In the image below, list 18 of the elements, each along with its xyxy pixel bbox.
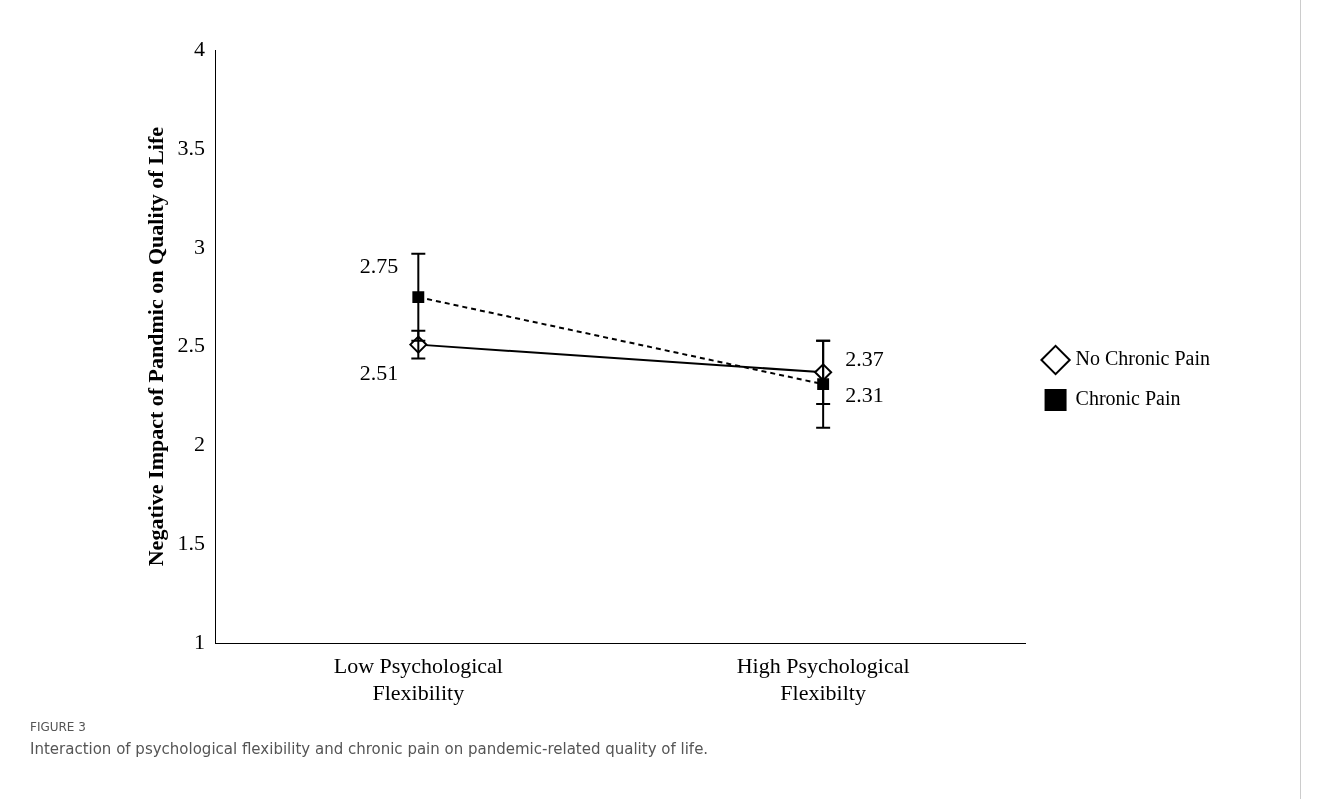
y-tick-label: 1.5 <box>177 530 205 556</box>
y-tick-label: 2.5 <box>177 332 205 358</box>
y-tick-label: 2 <box>193 431 205 457</box>
y-axis-title: Negative Impact of Pandmic on Quality of Life <box>142 126 168 567</box>
legend-label: No Chronic Pain <box>1075 347 1210 370</box>
y-tick-label: 4 <box>193 35 205 61</box>
data-label: 2.75 <box>359 252 399 278</box>
x-tick-label: High Psychological Flexibilty <box>736 653 910 705</box>
x-tick-label: Low Psychological Flexibility <box>333 653 503 705</box>
y-tick-label: 3.5 <box>177 134 205 160</box>
y-tick-label: 3 <box>193 233 205 259</box>
text: Interaction of psychological flexibility and chronic pain on pandemic-related quality of life. <box>30 740 709 758</box>
y-tick-label: 1 <box>193 628 205 654</box>
data-label: 2.31 <box>845 381 884 407</box>
legend-label: Chronic Pain <box>1075 387 1181 410</box>
data-label: 2.51 <box>359 360 399 386</box>
caption: FIGURE 3 <box>30 720 87 734</box>
data-label: 2.37 <box>845 346 884 372</box>
